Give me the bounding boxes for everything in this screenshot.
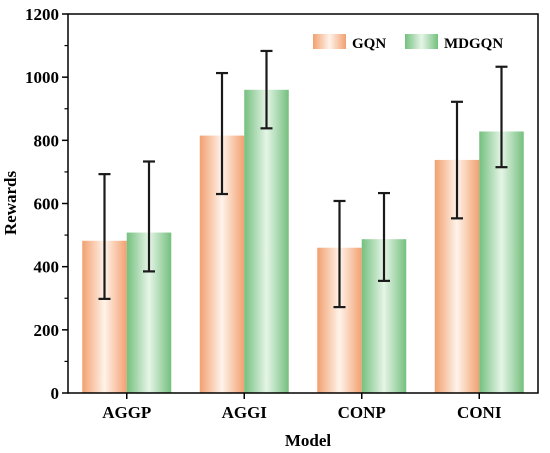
bars-layer (82, 89, 524, 394)
y-axis-title: Rewards (1, 171, 20, 236)
x-axis: AGGP AGGI CONP CONI (102, 393, 502, 422)
y-tick-label-600: 600 (34, 195, 60, 214)
legend: GQN MDGQN (313, 34, 503, 52)
y-tick-label-400: 400 (34, 258, 60, 277)
y-tick-label-0: 0 (51, 384, 60, 403)
y-tick-label-1200: 1200 (25, 5, 59, 24)
legend-label-gqn: GQN (352, 36, 386, 52)
y-tick-label-800: 800 (34, 131, 60, 150)
error-bars-layer (98, 49, 508, 309)
legend-swatch-gqn (313, 34, 346, 49)
y-tick-label-1000: 1000 (25, 68, 59, 87)
x-tick-label-aggp: AGGP (102, 403, 151, 422)
bar-mdgqn-coni (479, 131, 524, 394)
y-axis: 0 200 400 600 800 1000 1200 (25, 5, 68, 403)
y-tick-label-200: 200 (34, 321, 60, 340)
legend-label-mdgqn: MDGQN (444, 36, 503, 52)
x-tick-label-coni: CONI (457, 403, 502, 422)
x-tick-label-conp: CONP (338, 403, 386, 422)
x-axis-title: Model (285, 431, 332, 450)
bar-mdgqn-aggi (244, 89, 289, 394)
x-tick-label-aggi: AGGI (222, 403, 268, 422)
legend-swatch-mdgqn (405, 34, 438, 49)
